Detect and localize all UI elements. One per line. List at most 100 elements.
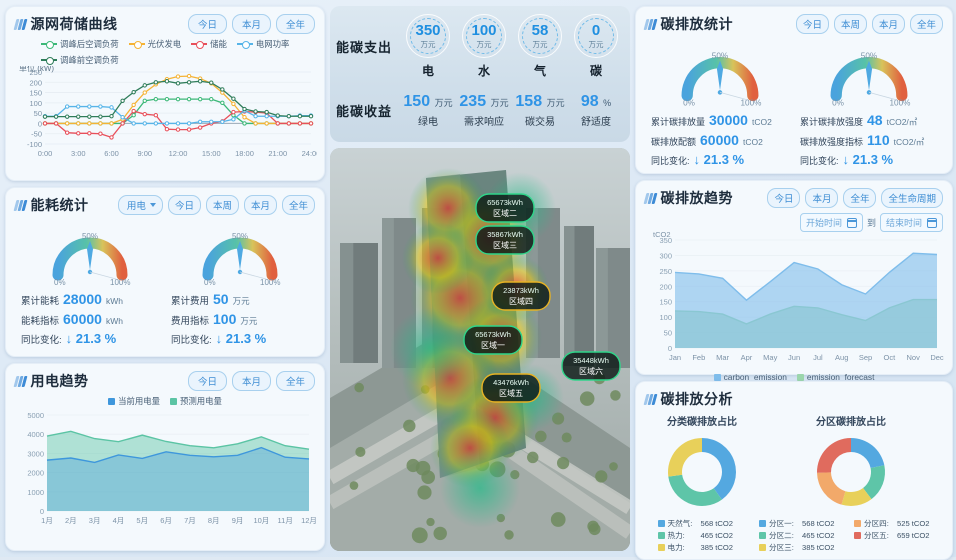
- legend-item: 储能: [191, 38, 227, 50]
- curve-chart: -100 -50 0 50 100 150 200 250 0:00 3:00 6:00 9:00 12…: [15, 66, 315, 174]
- zone-label[interactable]: 23873kWh区域四: [492, 282, 550, 310]
- kpi-name: 绿电: [418, 113, 438, 128]
- tab-today[interactable]: 今日: [796, 14, 829, 34]
- legend-item: 调峰前空调负荷: [41, 54, 119, 66]
- kpi-name: 碳交易: [525, 113, 555, 128]
- panel-tabs: 今日 本月 全年 全生命周期: [767, 188, 943, 208]
- kpi-name: 需求响应: [464, 113, 504, 128]
- zone-name: 区域五: [499, 388, 523, 398]
- kpi-cell: 98 % 舒适度: [568, 93, 624, 128]
- panel-tabs: 今日 本周 本月 全年: [796, 14, 943, 34]
- panel-title: 碳排放分析: [661, 389, 734, 409]
- svg-text:2月: 2月: [65, 516, 77, 525]
- start-time-input[interactable]: 开始时间: [800, 213, 863, 232]
- svg-text:150: 150: [29, 89, 42, 98]
- panel-header: 碳排放趋势 今日 本月 全年 全生命周期: [645, 188, 943, 208]
- kpi-value-row: 235 万元: [459, 93, 508, 111]
- gauge-total-emission: 50% 0% 100% 累计碳排放量 30000 tCO2 碳排放配额 60000 tCO2…: [645, 36, 794, 169]
- building-3d-heatmap-scene[interactable]: 65673kWh 区域二 35867kWh 区域三 23873kWh 区域四 65673kW…: [330, 148, 630, 551]
- svg-text:24:00: 24:00: [302, 149, 317, 158]
- svg-text:7月: 7月: [184, 516, 196, 525]
- svg-text:8月: 8月: [208, 516, 220, 525]
- income-row: 能碳收益 150 万元 绿电 235 万元 需求响应 158 万元 碳交易 98 % 舒适度: [336, 93, 624, 128]
- donut-title: 分区碳排放占比: [816, 413, 886, 428]
- panel-marker-icon: [15, 376, 26, 387]
- zone-label[interactable]: 35867kWh区域三: [476, 226, 534, 254]
- legend-item: 天然气: 568 tCO2: [658, 518, 747, 529]
- svg-text:100%: 100%: [740, 99, 761, 108]
- svg-text:35867kWh: 35867kWh: [487, 230, 523, 239]
- tab-month[interactable]: 本月: [232, 14, 271, 34]
- zone-label[interactable]: 35448kWh区域六: [562, 352, 620, 380]
- zone-label[interactable]: 43476kWh区域五: [482, 374, 540, 402]
- svg-text:100%: 100%: [260, 278, 280, 287]
- tab-week[interactable]: 本周: [834, 14, 867, 34]
- legend-item: 分区三: 385 tCO2: [759, 542, 848, 553]
- panel-header: 碳排放统计 今日 本周 本月 全年: [645, 14, 943, 34]
- kpi-cell: 58 万元气: [512, 14, 568, 79]
- svg-text:100: 100: [29, 99, 42, 108]
- svg-text:0: 0: [38, 119, 42, 128]
- svg-text:-50: -50: [31, 130, 42, 139]
- carbon-emission-statistics-panel: 碳排放统计 今日 本周 本月 全年 50% 0% 100% 累计碳排放量 30000 t…: [635, 6, 953, 174]
- svg-text:18:00: 18:00: [235, 149, 254, 158]
- svg-text:23873kWh: 23873kWh: [503, 286, 539, 295]
- svg-text:Nov: Nov: [907, 353, 921, 362]
- tab-month[interactable]: 本月: [232, 371, 271, 391]
- kpi-cell: 235 万元 需求响应: [456, 93, 512, 128]
- zone-label[interactable]: 65673kWh区域一: [464, 326, 522, 354]
- gauge-energy-cost: 50% 0% 100% 累计费用 50 万元 费用指标 100 万元 同比变化: ↓ 21.3…: [165, 217, 315, 350]
- gauge-values: 累计碳排放强度 48 tCO2/㎡ 碳排放强度指标 110 tCO2/㎡ 同比变化: ↓ …: [794, 110, 943, 169]
- donut-by-zone: 分区碳排放占比 分区一: 568 tCO2 分区二: 465 tCO2 分区三: 385 …: [759, 411, 943, 553]
- curve-legend: 调峰后空调负荷 光伏发电 储能 电网功率 调峰前空调负荷: [15, 36, 315, 66]
- panel-marker-icon: [15, 200, 26, 211]
- expense-label: 能碳支出: [336, 37, 400, 56]
- energy-type-dropdown[interactable]: 用电: [118, 195, 163, 215]
- kpi-value: 350: [415, 23, 440, 38]
- legend-item: 分区四: 525 tCO2: [854, 518, 943, 529]
- svg-text:0: 0: [668, 344, 672, 353]
- tab-year[interactable]: 全年: [910, 14, 943, 34]
- svg-text:10月: 10月: [253, 516, 269, 525]
- tab-year[interactable]: 全年: [843, 188, 876, 208]
- tab-year[interactable]: 全年: [276, 14, 315, 34]
- zone-name: 区域二: [493, 208, 517, 218]
- legend-item: 光伏发电: [129, 38, 182, 50]
- center-column: 能碳支出 350 万元电 100 万元水 58 万元气 0 万元碳 能碳收益 150 万元 绿电…: [330, 6, 630, 551]
- tab-month[interactable]: 本月: [244, 195, 277, 215]
- kpi-cell: 0 万元碳: [568, 14, 624, 79]
- legend-item: 当前用电量: [108, 395, 160, 407]
- kpi-unit: 万元: [477, 39, 492, 50]
- tab-today[interactable]: 今日: [767, 188, 800, 208]
- kpi-ring: 350 万元: [406, 14, 450, 58]
- power-trend-chart: 0 1000 2000 3000 4000 5000 1月 2月 3月 4月 5月 6月 7月 8月 9月 1…: [15, 407, 315, 544]
- kpi-value-row: 150 万元: [403, 93, 452, 111]
- donut-by-category: 分类碳排放占比 天然气: 568 tCO2 热力: 465 tCO2 电力: 385 tC…: [645, 411, 759, 553]
- expense-row: 能碳支出 350 万元电 100 万元水 58 万元气 0 万元碳: [336, 14, 624, 79]
- panel-title: 碳排放统计: [661, 14, 734, 34]
- calendar-icon: [927, 218, 937, 228]
- carbon-emission-analysis-panel: 碳排放分析 分类碳排放占比 天然气: 568 tCO2 热力: 465 tCO2 电力:…: [635, 381, 953, 560]
- tab-month[interactable]: 本月: [805, 188, 838, 208]
- panel-tabs: 今日 本月 全年: [188, 371, 315, 391]
- kpi-name: 舒适度: [581, 113, 611, 128]
- kpi-value-row: 98 %: [581, 93, 611, 111]
- tab-month[interactable]: 本月: [872, 14, 905, 34]
- svg-text:tCO2: tCO2: [653, 232, 671, 239]
- zone-label[interactable]: 65673kWh区域二: [476, 194, 534, 222]
- kpi-name: 电: [422, 62, 434, 79]
- svg-text:Jun: Jun: [788, 353, 800, 362]
- tab-today[interactable]: 今日: [188, 14, 227, 34]
- zone-name: 区域一: [481, 340, 505, 350]
- tab-week[interactable]: 本周: [206, 195, 239, 215]
- kpi-ring: 100 万元: [462, 14, 506, 58]
- svg-text:35448kWh: 35448kWh: [573, 356, 609, 365]
- tab-lifecycle[interactable]: 全生命周期: [881, 188, 943, 208]
- tab-year[interactable]: 全年: [282, 195, 315, 215]
- end-time-input[interactable]: 结束时间: [880, 213, 943, 232]
- tab-year[interactable]: 全年: [276, 371, 315, 391]
- tab-today[interactable]: 今日: [168, 195, 201, 215]
- zone-name: 区域四: [509, 296, 533, 306]
- tab-today[interactable]: 今日: [188, 371, 227, 391]
- svg-text:Oct: Oct: [884, 353, 897, 362]
